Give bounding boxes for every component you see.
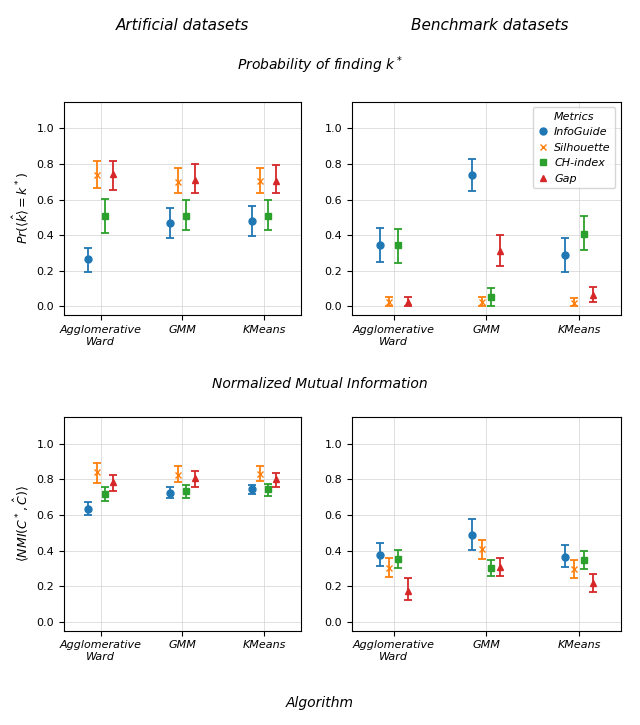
Legend: InfoGuide, Silhouette, CH-index, Gap: InfoGuide, Silhouette, CH-index, Gap: [533, 107, 615, 188]
Y-axis label: $\langle NMI(C^*, \hat{C})\rangle$: $\langle NMI(C^*, \hat{C})\rangle$: [12, 485, 31, 563]
Y-axis label: $Pr(\langle\hat{k}\rangle = k^*)$: $Pr(\langle\hat{k}\rangle = k^*)$: [11, 173, 31, 244]
Text: Normalized Mutual Information: Normalized Mutual Information: [212, 378, 428, 392]
Text: Artificial datasets: Artificial datasets: [116, 18, 249, 33]
Text: Probability of finding $k^*$: Probability of finding $k^*$: [237, 54, 403, 76]
Text: Algorithm: Algorithm: [286, 697, 354, 710]
Text: Benchmark datasets: Benchmark datasets: [411, 18, 568, 33]
